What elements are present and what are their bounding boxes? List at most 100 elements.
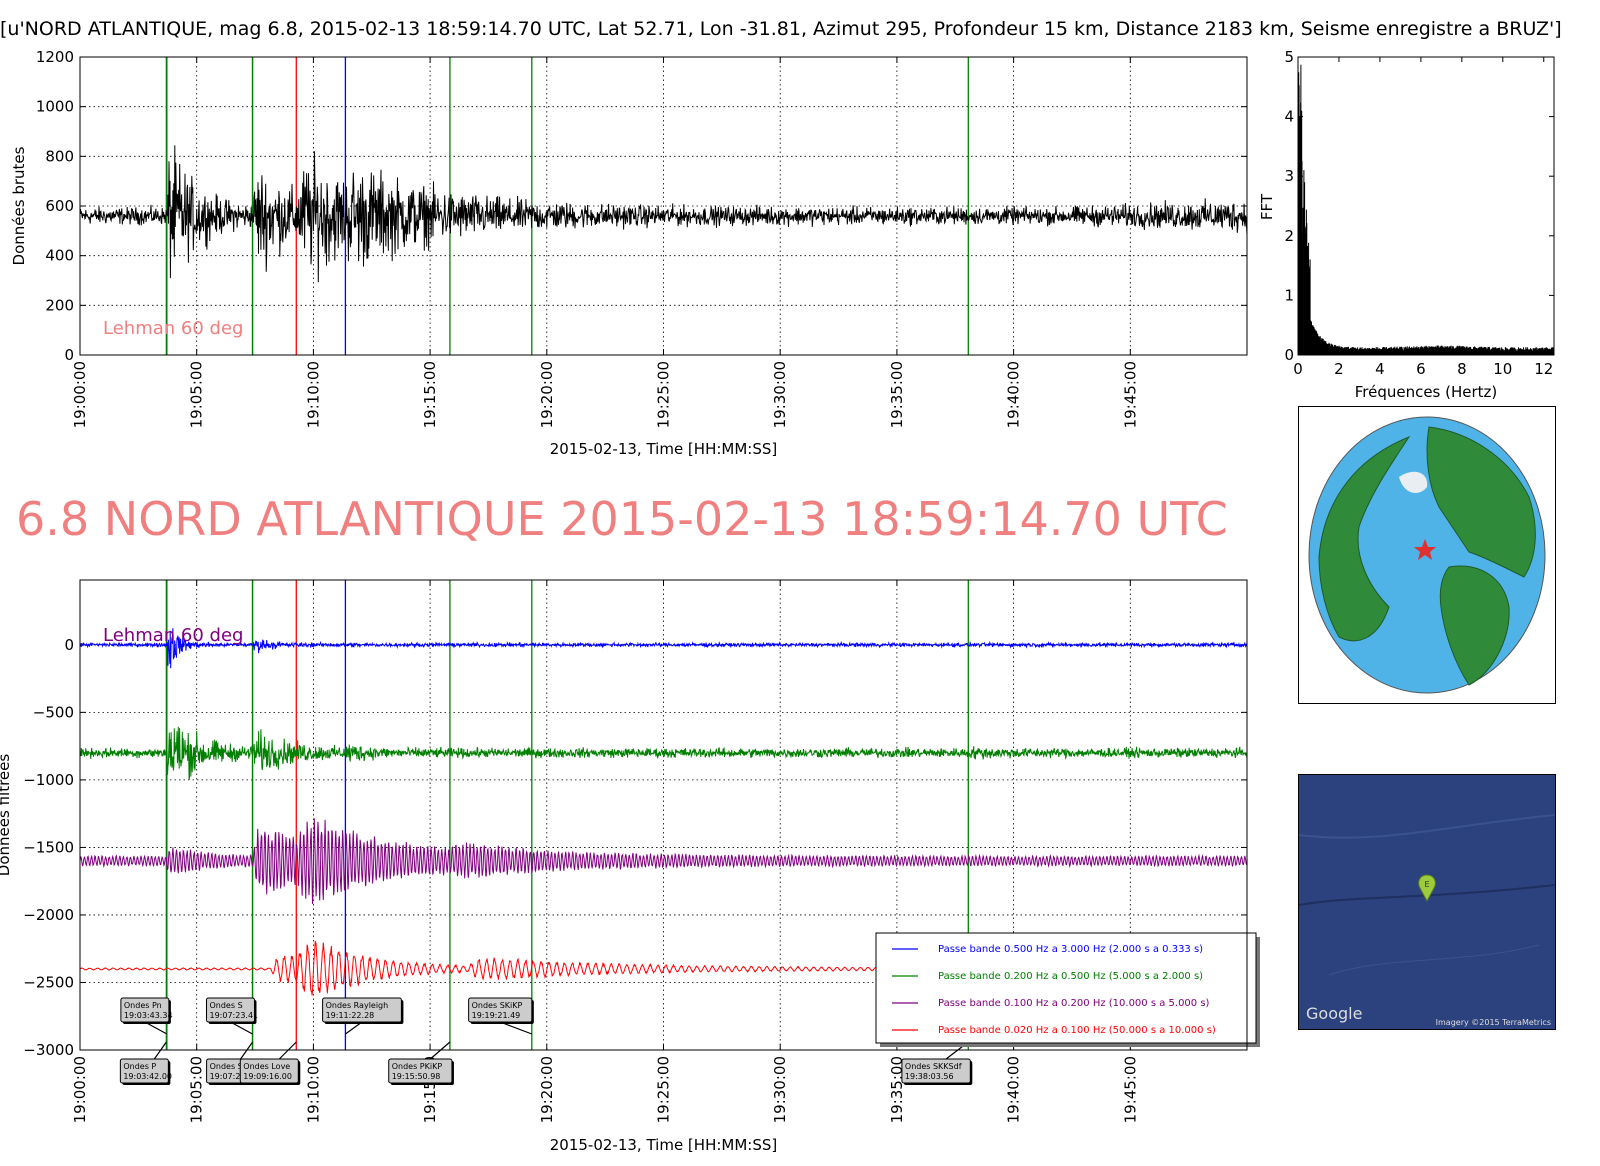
filtered-ylabel: Données filtrées	[0, 754, 13, 877]
phase-label-arrow	[144, 1021, 168, 1035]
phase-label-arrow	[230, 1021, 253, 1035]
filtered-xtick-label: 19:20:00	[538, 1056, 556, 1123]
phase-label-name: Ondes SKKSdf	[905, 1062, 962, 1071]
raw-xtick-label: 19:25:00	[655, 361, 673, 428]
eurasia-land	[1426, 426, 1536, 578]
raw-annotation: Lehman 60 deg	[103, 318, 243, 339]
fft-xtick-label: 0	[1293, 360, 1303, 378]
filtered-xtick-label: 19:00:00	[71, 1056, 89, 1123]
phase-label-time: 19:07:23.41	[209, 1011, 258, 1020]
fft-xtick-label: 10	[1493, 360, 1512, 378]
filtered-xtick-label: 19:30:00	[771, 1056, 789, 1123]
phase-label-name: Ondes Love	[243, 1062, 290, 1071]
fft-ylabel: FFT	[1258, 193, 1276, 220]
legend-label-red: Passe bande 0.020 Hz a 0.100 Hz (50.000 …	[938, 1025, 1216, 1036]
event-title: 6.8 NORD ATLANTIQUE 2015-02-13 18:59:14.…	[16, 492, 1228, 546]
raw-ytick-label: 1000	[36, 98, 74, 116]
ridge-line	[1299, 814, 1555, 839]
fft-xtick-label: 8	[1457, 360, 1467, 378]
phase-label-name: Ondes S	[209, 1001, 242, 1010]
phase-label-arrow	[345, 1021, 363, 1035]
fft-xtick-label: 2	[1334, 360, 1344, 378]
fft-ytick-label: 2	[1284, 227, 1294, 245]
phase-label-time: 19:03:43.34	[124, 1011, 173, 1020]
raw-ytick-label: 800	[45, 147, 74, 165]
fft-frame	[1297, 56, 1555, 356]
fft-plot-area	[1298, 57, 1554, 355]
filtered-frame	[79, 579, 1248, 1051]
filtered-annotation: Lehman 60 deg	[103, 625, 243, 646]
filtered-xtick-label: 19:40:00	[1005, 1056, 1023, 1123]
filtered-ytick-label: −1000	[23, 771, 74, 789]
raw-ytick-label: 600	[45, 197, 74, 215]
fft-ytick-label: 5	[1284, 48, 1294, 66]
filtered-ytick-label: −500	[33, 703, 74, 721]
phase-label-box	[388, 1058, 453, 1084]
raw-xtick-label: 19:40:00	[1005, 361, 1023, 428]
imagery-credit: Imagery ©2015 TerraMetrics	[1435, 1018, 1551, 1027]
epicenter-star-icon	[1414, 539, 1436, 560]
filtered-xtick-label: 19:05:00	[188, 1056, 206, 1123]
legend-label-purple: Passe bande 0.100 Hz a 0.200 Hz (10.000 …	[938, 998, 1210, 1009]
phase-label-name: Ondes Rayleigh	[326, 1001, 389, 1010]
location-pin-icon	[1418, 874, 1436, 903]
filtered-ytick-label: −1500	[23, 838, 74, 856]
raw-xtick-label: 19:35:00	[888, 361, 906, 428]
legend-box	[875, 932, 1257, 1044]
raw-xtick-label: 19:05:00	[188, 361, 206, 428]
fracture-zone	[1299, 884, 1555, 906]
filtered-xtick-label: 19:35:00	[888, 1056, 906, 1123]
phase-label-box	[239, 1058, 299, 1084]
phase-label-time: 19:09:16.00	[243, 1072, 292, 1081]
raw-frame	[79, 56, 1248, 356]
pin-letter: E	[1424, 880, 1429, 889]
google-logo: Google	[1306, 1004, 1363, 1023]
americas-land	[1318, 435, 1411, 642]
raw-ytick-label: 200	[45, 296, 74, 314]
raw-ytick-label: 400	[45, 247, 74, 265]
fft-xtick-label: 12	[1534, 360, 1553, 378]
fft-ytick-label: 0	[1284, 346, 1294, 364]
phase-label-name: Ondes Pn	[124, 1001, 162, 1010]
legend-label-green: Passe bande 0.200 Hz a 0.500 Hz (5.000 s…	[938, 971, 1203, 982]
phase-label-time: 19:15:50.98	[392, 1072, 441, 1081]
filtered-trace-blue	[79, 628, 1248, 669]
fft-xtick-label: 4	[1375, 360, 1385, 378]
raw-xtick-label: 19:45:00	[1121, 361, 1139, 428]
phase-label-time: 19:11:22.28	[326, 1011, 375, 1020]
phase-label-time: 19:38:03.56	[905, 1072, 954, 1081]
filtered-xtick-label: 19:45:00	[1121, 1056, 1139, 1123]
legend-label-blue: Passe bande 0.500 Hz a 3.000 Hz (2.000 s…	[938, 944, 1203, 955]
filtered-ytick-label: 0	[64, 636, 74, 654]
phase-label-name: Ondes SKiKP	[472, 1001, 523, 1010]
fft-ytick-label: 1	[1284, 286, 1294, 304]
raw-ytick-label: 0	[64, 346, 74, 364]
raw-ylabel: Données brutes	[10, 146, 28, 265]
fft-xlabel: Fréquences (Hertz)	[1355, 383, 1498, 401]
filtered-ytick-label: −2000	[23, 906, 74, 924]
ridge-line-2	[1328, 944, 1540, 976]
filtered-ytick-label: −2500	[23, 973, 74, 991]
raw-xtick-label: 19:30:00	[771, 361, 789, 428]
satellite-map: E Google Imagery ©2015 TerraMetrics	[1298, 774, 1556, 1030]
greenland	[1399, 471, 1428, 493]
phase-label-box	[901, 1058, 971, 1084]
raw-xtick-label: 19:00:00	[71, 361, 89, 428]
filtered-trace-purple	[79, 818, 1248, 905]
filtered-xlabel: 2015-02-13, Time [HH:MM:SS]	[550, 1136, 777, 1154]
filtered-ytick-label: −3000	[23, 1041, 74, 1059]
globe-map	[1298, 406, 1556, 704]
raw-ytick-label: 1200	[36, 48, 74, 66]
filtered-xtick-label: 19:10:00	[304, 1056, 322, 1123]
fft-xtick-label: 6	[1416, 360, 1426, 378]
phase-label-name: Ondes Sn	[210, 1062, 248, 1071]
africa-land	[1439, 565, 1510, 686]
figure-title: [u'NORD ATLANTIQUE, mag 6.8, 2015-02-13 …	[0, 18, 1562, 40]
fft-spectrum-trace	[1297, 64, 1555, 356]
raw-xlabel: 2015-02-13, Time [HH:MM:SS]	[550, 440, 777, 458]
phase-label-arrow	[500, 1021, 533, 1035]
filtered-trace-green	[79, 726, 1248, 780]
phase-label-box	[119, 1058, 169, 1084]
raw-xtick-label: 19:15:00	[421, 361, 439, 428]
